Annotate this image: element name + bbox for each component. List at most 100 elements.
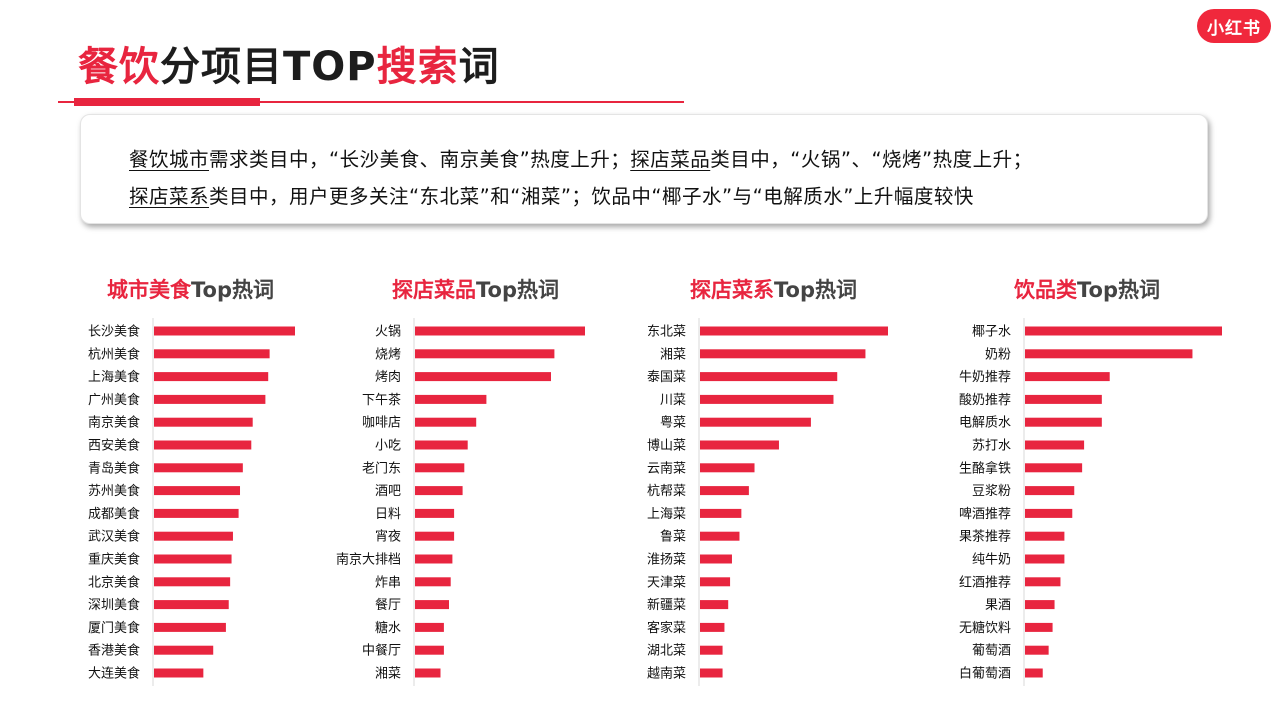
bar [415, 372, 551, 382]
title-part: 词 [458, 44, 500, 90]
bar [415, 508, 455, 518]
category-label: 大连美食 [88, 666, 140, 682]
bar-chart-3: 椰子水奶粉牛奶推荐酸奶推荐电解质水苏打水生酪拿铁豆浆粉啤酒推荐果茶推荐纯牛奶红酒… [959, 318, 1222, 686]
category-label: 葡萄酒 [972, 644, 1011, 659]
xiaohongshu-logo: 小红书 [1197, 9, 1271, 43]
category-label: 小吃 [375, 438, 401, 454]
category-label: 淮扬菜 [647, 553, 686, 568]
category-label: 纯牛奶 [972, 553, 1011, 568]
bar [154, 577, 231, 587]
bar [154, 372, 269, 382]
bar [415, 326, 585, 336]
category-label: 下午茶 [362, 392, 401, 408]
category-label: 武汉美食 [88, 529, 140, 545]
category-label: 香港美食 [88, 643, 140, 659]
category-label: 豆浆粉 [972, 484, 1011, 499]
chart-title-cuisines: 探店菜系Top热词 [690, 274, 857, 304]
category-label: 奶粉 [985, 347, 1011, 362]
category-label: 烧烤 [375, 347, 401, 362]
bar [154, 531, 233, 541]
bar [1025, 531, 1065, 541]
chart-title-part: Top热词 [1077, 278, 1160, 302]
bar [700, 440, 779, 450]
bar [700, 349, 866, 359]
bar [154, 326, 295, 336]
summary-segment: 类目中，“火锅”、“烧烤”热度上升； [710, 148, 1033, 171]
bar [415, 531, 455, 541]
category-label: 天津菜 [647, 575, 686, 590]
summary-segment: 餐饮城市 [129, 148, 210, 171]
category-label: 鲁菜 [660, 530, 686, 545]
category-label: 云南菜 [647, 460, 686, 476]
bar [415, 486, 463, 496]
bar [700, 417, 811, 427]
chart-title-city-food: 城市美食Top热词 [107, 274, 274, 304]
category-label: 南京美食 [88, 415, 140, 431]
category-label: 东北菜 [647, 325, 686, 340]
category-label: 南京大排档 [336, 552, 401, 568]
category-label: 厦门美食 [88, 620, 140, 636]
bar [1025, 349, 1193, 359]
bar [700, 531, 740, 541]
category-label: 生酪拿铁 [959, 460, 1011, 476]
bar-chart-2: 东北菜湘菜泰国菜川菜粤菜博山菜云南菜杭帮菜上海菜鲁菜淮扬菜天津菜新疆菜客家菜湖北… [647, 318, 888, 686]
bar [415, 622, 444, 632]
category-label: 泰国菜 [647, 370, 686, 385]
category-label: 啤酒推荐 [959, 507, 1011, 522]
chart-title-dishes: 探店菜品Top热词 [392, 274, 559, 304]
category-label: 湖北菜 [647, 644, 686, 659]
category-label: 中餐厅 [362, 643, 401, 659]
category-label: 日料 [375, 507, 401, 522]
bar [1025, 554, 1065, 564]
summary-box: 餐饮城市需求类目中，“长沙美食、南京美食”热度上升；探店菜品类目中，“火锅”、“… [80, 114, 1208, 224]
bar [154, 508, 239, 518]
category-label: 深圳美食 [88, 597, 140, 613]
bar [154, 463, 243, 473]
category-label: 湘菜 [660, 347, 686, 362]
bar [154, 645, 214, 655]
category-label: 白葡萄酒 [959, 666, 1011, 682]
bar [415, 600, 449, 610]
bar [1025, 463, 1083, 473]
category-label: 青岛美食 [88, 460, 140, 476]
bar [1025, 622, 1053, 632]
bar [1025, 417, 1102, 427]
bar [154, 349, 270, 359]
category-label: 椰子水 [972, 325, 1011, 340]
category-label: 苏打水 [972, 438, 1011, 454]
title-underline-thin [58, 101, 684, 103]
title-part: 搜索 [376, 44, 459, 90]
bar [154, 600, 229, 610]
bar [415, 577, 451, 587]
category-label: 新疆菜 [647, 597, 686, 613]
category-label: 长沙美食 [88, 324, 140, 340]
page-title: 餐饮分项目TOP搜索词 [78, 34, 500, 92]
bar [1025, 577, 1061, 587]
category-label: 酸奶推荐 [959, 393, 1011, 408]
bar [700, 554, 732, 564]
category-label: 广州美食 [88, 392, 140, 408]
bar [700, 394, 834, 404]
category-label: 果酒 [985, 598, 1011, 613]
chart-title-part: 饮品类 [1014, 278, 1077, 302]
category-label: 上海菜 [647, 507, 686, 522]
category-label: 咖啡店 [362, 416, 401, 431]
chart-title-part: 探店菜品 [392, 278, 476, 302]
category-label: 西安美食 [88, 438, 140, 454]
title-underline-accent [74, 98, 260, 106]
category-label: 红酒推荐 [959, 574, 1011, 590]
category-label: 餐厅 [375, 597, 401, 613]
category-label: 牛奶推荐 [959, 370, 1011, 385]
summary-segment: 探店菜品 [630, 148, 711, 171]
title-part: 餐饮 [78, 44, 160, 90]
bar [700, 622, 725, 632]
bar [1025, 440, 1085, 450]
bar [1025, 645, 1049, 655]
chart-title-part: Top热词 [774, 278, 857, 302]
category-label: 火锅 [375, 324, 401, 340]
bar [154, 622, 226, 632]
category-label: 酒吧 [375, 484, 401, 499]
bar [154, 668, 204, 678]
